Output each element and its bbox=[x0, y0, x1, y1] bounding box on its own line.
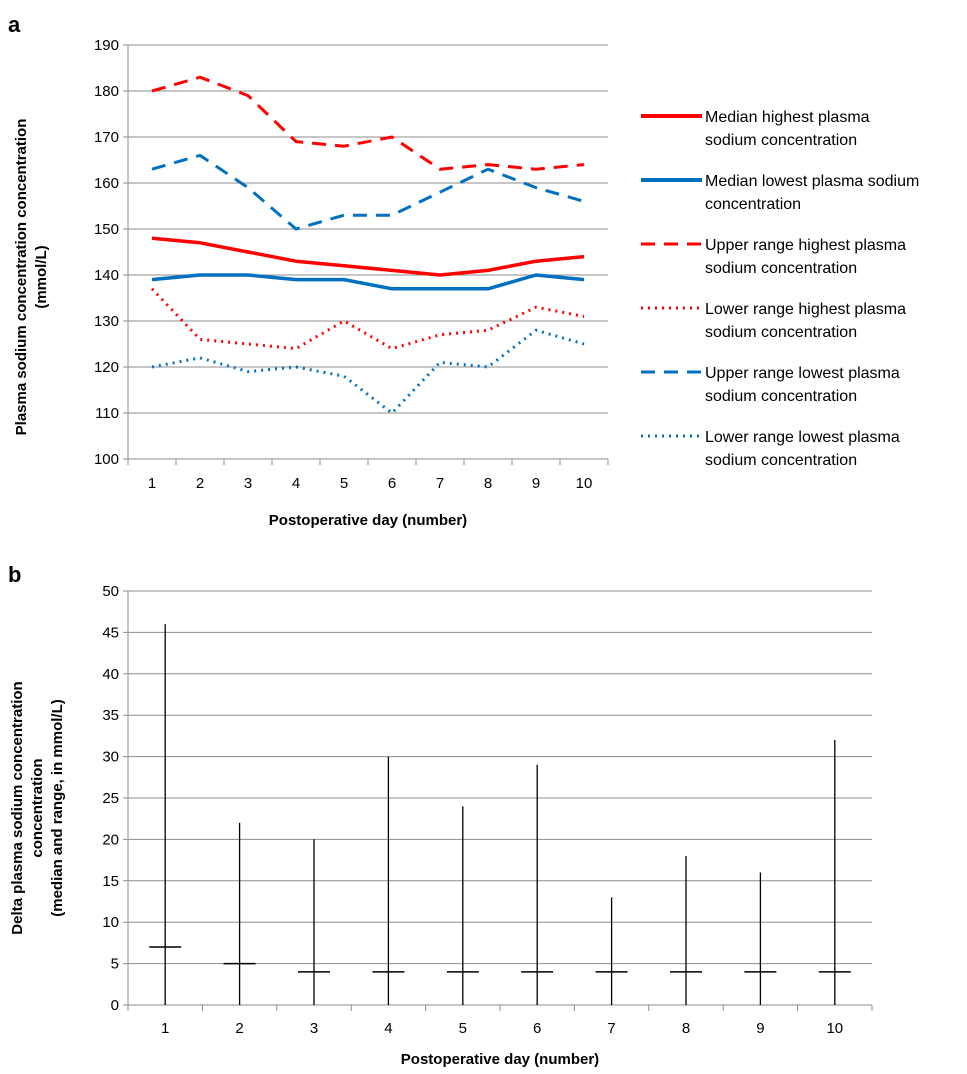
x-tick-label: 10 bbox=[826, 1020, 843, 1037]
x-tick-label: 9 bbox=[532, 475, 540, 492]
x-tick-label: 10 bbox=[576, 475, 593, 492]
x-tick-label: 3 bbox=[244, 475, 252, 492]
x-tick-label: 9 bbox=[756, 1020, 764, 1037]
legend-label-1: Median highest plasma sodium concentratio… bbox=[705, 109, 870, 149]
x-tick-label: 2 bbox=[196, 475, 204, 492]
series-line-5 bbox=[151, 153, 585, 231]
series-line-2 bbox=[151, 273, 585, 291]
y-tick-label: 5 bbox=[111, 956, 119, 973]
x-tick-label: 1 bbox=[161, 1020, 169, 1037]
panel-a-label: a bbox=[8, 12, 21, 37]
chart-a: 100 110 120 130 140 150 160 170 180 190 1 2 3 4 5 6 7 8 9 1… bbox=[13, 37, 919, 529]
y-tick-label: 150 bbox=[94, 221, 119, 238]
y-tick-label: 30 bbox=[102, 749, 119, 766]
x-tick-label: 7 bbox=[607, 1020, 615, 1037]
y-tick-label: 120 bbox=[94, 359, 119, 376]
legend-label-3: Upper range highest plasma sodium concent… bbox=[705, 237, 906, 277]
y-tick-label: 15 bbox=[102, 873, 119, 890]
y-tick-label: 50 bbox=[102, 583, 119, 600]
legend-label-5: Upper range lowest plasma sodium concentr… bbox=[705, 365, 900, 405]
series-line-6 bbox=[151, 328, 585, 415]
y-axis-title: Delta plasma sodium concentration concent… bbox=[9, 681, 66, 934]
x-axis-title: Postoperative day (number) bbox=[401, 1051, 599, 1068]
y-tick-label: 170 bbox=[94, 129, 119, 146]
y-tick-label: 160 bbox=[94, 175, 119, 192]
x-tick-label: 1 bbox=[148, 475, 156, 492]
x-tick-label: 5 bbox=[459, 1020, 467, 1037]
y-tick-label: 110 bbox=[95, 405, 119, 422]
legend-label-6: Lower range lowest plasma sodium concentr… bbox=[705, 429, 900, 469]
legend-label-2: Median lowest plasma sodium concentration bbox=[705, 173, 919, 213]
x-tick-label: 8 bbox=[484, 475, 492, 492]
series-line-4 bbox=[150, 287, 585, 351]
series-line-1 bbox=[151, 236, 585, 277]
x-tick-label: 4 bbox=[292, 475, 300, 492]
y-tick-label: 100 bbox=[94, 451, 119, 468]
y-axis-title: Plasma sodium concentration concentratio… bbox=[13, 119, 50, 436]
x-tick-label: 2 bbox=[235, 1020, 243, 1037]
y-tick-label: 40 bbox=[102, 666, 119, 683]
y-tick-label: 190 bbox=[94, 37, 119, 54]
y-tick-label: 35 bbox=[102, 707, 119, 724]
x-tick-label: 8 bbox=[682, 1020, 690, 1037]
x-tick-label: 6 bbox=[388, 475, 396, 492]
x-axis-title: Postoperative day (number) bbox=[269, 512, 467, 529]
x-tick-label: 7 bbox=[436, 475, 444, 492]
y-tick-label: 130 bbox=[94, 313, 119, 330]
panel-b-label: b bbox=[8, 562, 22, 587]
legend-label-4: Lower range highest plasma sodium concent… bbox=[705, 301, 906, 341]
y-tick-label: 140 bbox=[94, 267, 119, 284]
y-tick-label: 20 bbox=[102, 831, 119, 848]
y-tick-label: 0 bbox=[111, 997, 119, 1014]
x-tick-label: 3 bbox=[310, 1020, 318, 1037]
y-tick-label: 45 bbox=[102, 624, 119, 641]
y-tick-label: 180 bbox=[94, 83, 119, 100]
x-tick-label: 4 bbox=[384, 1020, 392, 1037]
y-tick-label: 25 bbox=[102, 790, 119, 807]
y-tick-label: 10 bbox=[102, 914, 119, 931]
series-line-3 bbox=[151, 75, 585, 171]
x-tick-label: 5 bbox=[340, 475, 348, 492]
x-tick-label: 6 bbox=[533, 1020, 541, 1037]
